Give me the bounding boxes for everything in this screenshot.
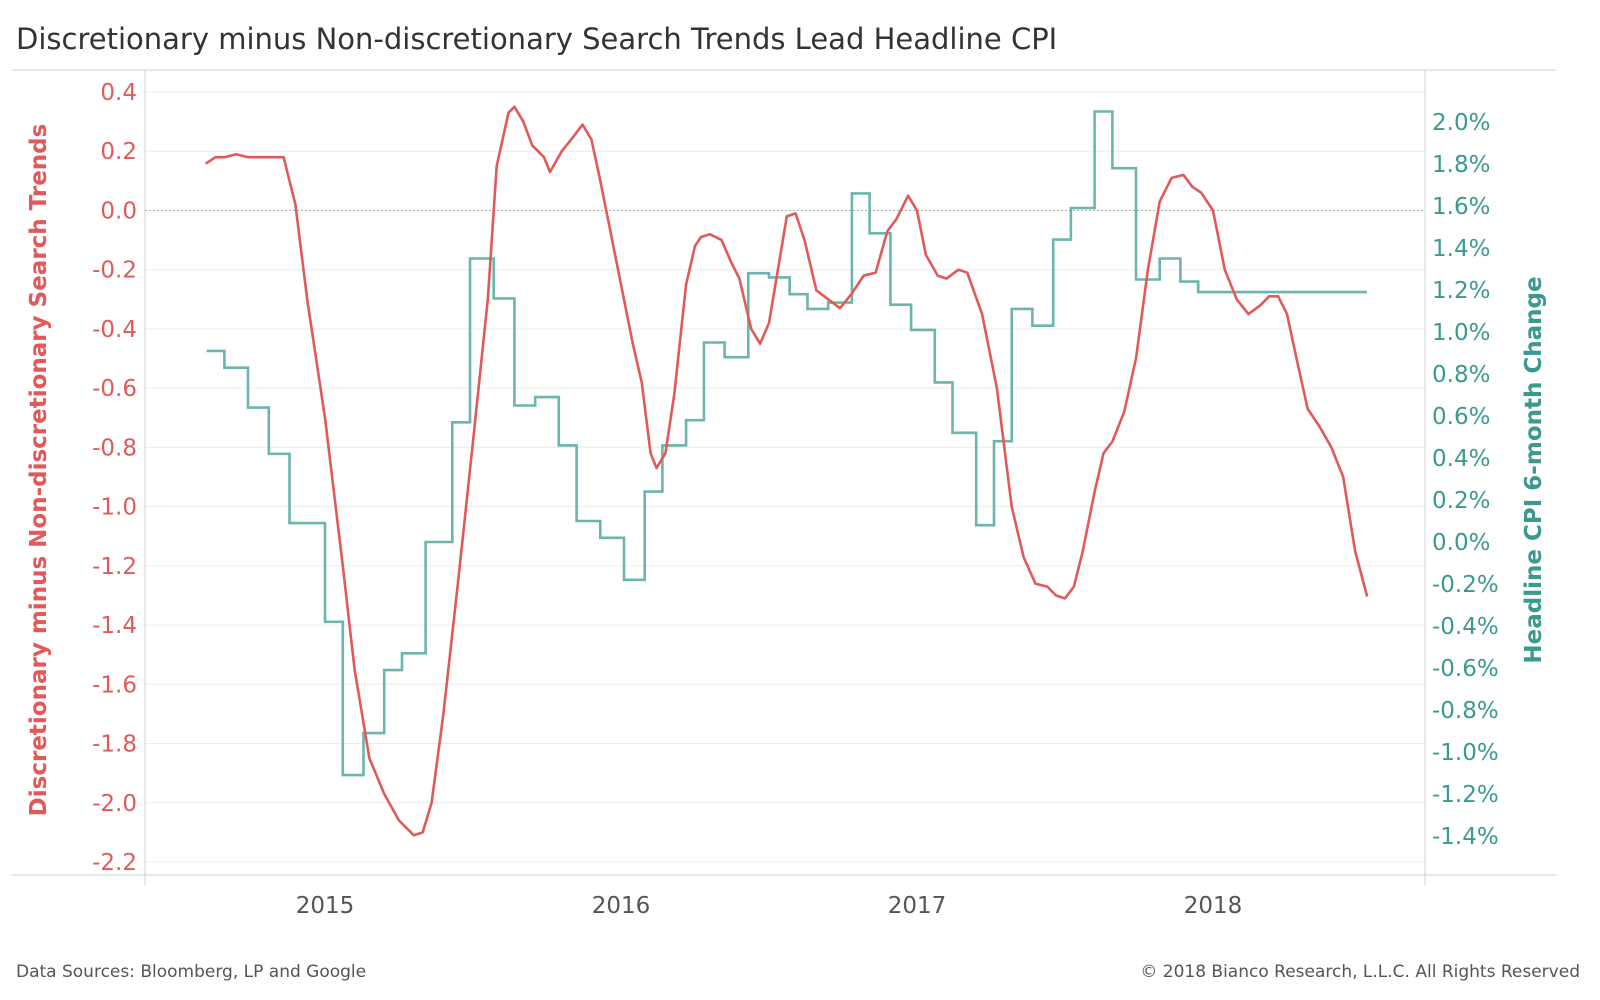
- y-left-tick-label: 0.0: [100, 198, 137, 224]
- y-right-tick-label: 0.0%: [1432, 530, 1490, 556]
- x-tick-label: 2017: [888, 893, 947, 919]
- y-left-tick-label: -1.8: [92, 732, 137, 758]
- y-right-tick-label: 0.6%: [1432, 404, 1490, 430]
- y-right-tick-label: 1.6%: [1432, 194, 1490, 220]
- y-left-tick-label: -0.2: [92, 258, 137, 284]
- y-left-tick-label: -1.4: [92, 613, 137, 639]
- y-left-tick-label: 0.2: [100, 139, 137, 165]
- y-left-tick-label: -1.6: [92, 672, 137, 698]
- frame-layer: [12, 69, 1556, 885]
- y-right-tick-label: 1.2%: [1432, 278, 1490, 304]
- chart-title: Discretionary minus Non-discretionary Se…: [16, 22, 1058, 56]
- cpi-series-line: [206, 110, 1367, 777]
- x-tick-label: 2015: [296, 893, 355, 919]
- y-right-tick-label: 1.4%: [1432, 236, 1490, 262]
- y-right-tick-label: -1.4%: [1432, 824, 1499, 850]
- x-tick-label: 2016: [592, 893, 651, 919]
- y-right-tick-label: 2.0%: [1432, 110, 1490, 136]
- y-right-tick-label: -0.6%: [1432, 656, 1499, 682]
- x-tick-label: 2018: [1184, 893, 1243, 919]
- y-left-tick-label: -1.0: [92, 495, 137, 521]
- y-right-tick-label: 0.4%: [1432, 446, 1490, 472]
- y-left-axis-title: Discretionary minus Non-discretionary Se…: [26, 124, 52, 817]
- y-right-tick-label: -1.2%: [1432, 782, 1499, 808]
- grid-layer: [145, 91, 1425, 863]
- y-right-tick-label: 0.2%: [1432, 488, 1490, 514]
- y-right-tick-label: -1.0%: [1432, 740, 1499, 766]
- y-left-tick-label: -2.2: [92, 850, 137, 876]
- y-left-tick-label: -1.2: [92, 554, 137, 580]
- y-left-tick-label: -0.6: [92, 376, 137, 402]
- y-left-tick-label: 0.4: [100, 80, 137, 106]
- series-layer: [205, 105, 1369, 837]
- y-right-tick-label: 0.8%: [1432, 362, 1490, 388]
- y-right-tick-label: -0.8%: [1432, 698, 1499, 724]
- y-left-tick-label: -0.4: [92, 317, 137, 343]
- source-note: Data Sources: Bloomberg, LP and Google: [16, 962, 367, 982]
- copyright-note: © 2018 Bianco Research, L.L.C. All Right…: [1140, 962, 1580, 982]
- y-right-tick-label: 1.8%: [1432, 152, 1490, 178]
- y-right-axis-title: Headline CPI 6-month Change: [1521, 276, 1547, 663]
- y-right-tick-label: -0.2%: [1432, 572, 1499, 598]
- y-right-tick-label: 1.0%: [1432, 320, 1490, 346]
- y-left-tick-label: -0.8: [92, 435, 137, 461]
- label-layer: 0.4 0.2 0.0 -0.2 -0.4 -0.6 -0.8 -1.0 -1.2 -1.4 -1.…: [26, 80, 1547, 919]
- search-trends-series-line: [205, 105, 1369, 837]
- y-right-tick-label: -0.4%: [1432, 614, 1499, 640]
- y-left-tick-label: -2.0: [92, 791, 137, 817]
